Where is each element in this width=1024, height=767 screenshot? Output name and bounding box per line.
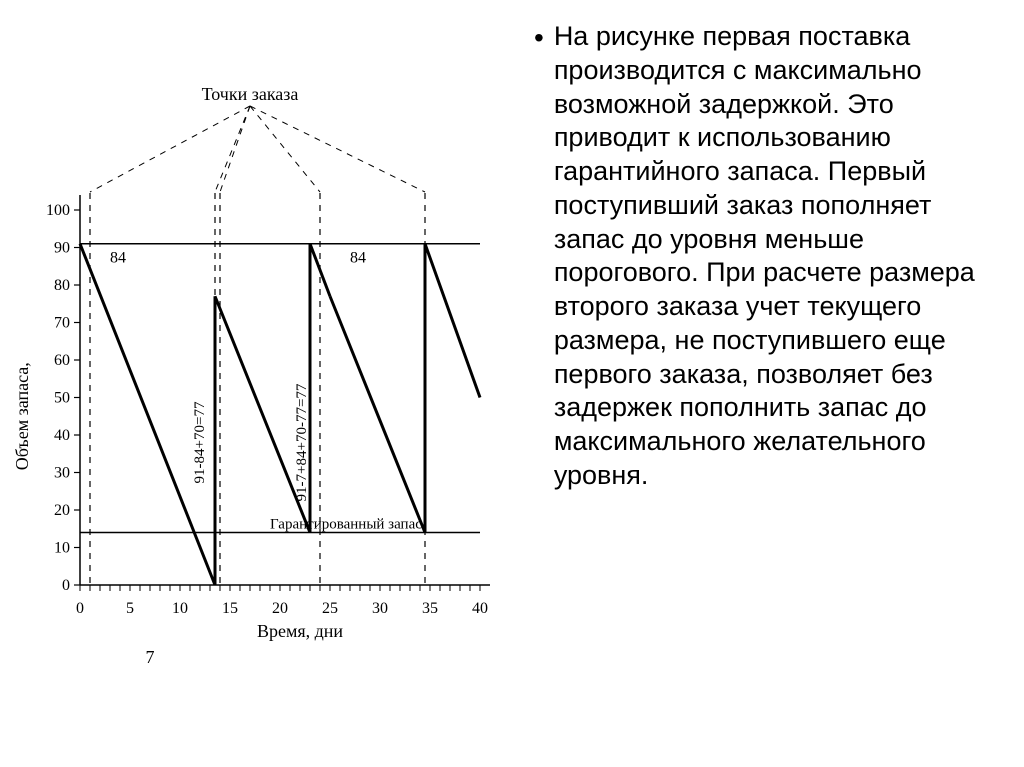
text-panel: • На рисунке первая поставка производитс… bbox=[520, 0, 1024, 767]
svg-text:5: 5 bbox=[126, 600, 134, 617]
svg-text:70: 70 bbox=[54, 315, 70, 332]
svg-text:25: 25 bbox=[322, 600, 338, 617]
svg-text:Гарантированный запас: Гарантированный запас bbox=[270, 517, 422, 533]
bullet-paragraph: • На рисунке первая поставка производитс… bbox=[530, 20, 994, 493]
svg-text:0: 0 bbox=[76, 600, 84, 617]
chart-panel: 0 10 20 30 40 50 60 70 80 90 100 0 5 10 15 20 25 30 35 40 Вр… bbox=[0, 0, 520, 767]
svg-text:60: 60 bbox=[54, 352, 70, 369]
svg-text:84: 84 bbox=[110, 250, 126, 267]
svg-text:40: 40 bbox=[472, 600, 488, 617]
page-root: 0 10 20 30 40 50 60 70 80 90 100 0 5 10 15 20 25 30 35 40 Вр… bbox=[0, 0, 1024, 767]
bullet-dot: • bbox=[530, 20, 554, 55]
svg-text:Объем запаса,: Объем запаса, bbox=[12, 362, 32, 470]
svg-text:91-84+70=77: 91-84+70=77 bbox=[192, 401, 208, 483]
svg-text:30: 30 bbox=[54, 465, 70, 482]
inventory-chart: 0 10 20 30 40 50 60 70 80 90 100 0 5 10 15 20 25 30 35 40 Вр… bbox=[0, 40, 520, 740]
svg-text:0: 0 bbox=[62, 577, 70, 594]
svg-text:50: 50 bbox=[54, 390, 70, 407]
svg-text:10: 10 bbox=[172, 600, 188, 617]
svg-text:10: 10 bbox=[54, 540, 70, 557]
svg-text:35: 35 bbox=[422, 600, 438, 617]
svg-text:100: 100 bbox=[46, 202, 70, 219]
svg-text:Точки заказа: Точки заказа bbox=[202, 84, 299, 104]
svg-text:91-7+84+70-77=77: 91-7+84+70-77=77 bbox=[294, 383, 310, 501]
svg-text:20: 20 bbox=[272, 600, 288, 617]
svg-text:80: 80 bbox=[54, 277, 70, 294]
svg-text:30: 30 bbox=[372, 600, 388, 617]
svg-text:90: 90 bbox=[54, 240, 70, 257]
svg-text:7: 7 bbox=[146, 647, 155, 667]
paragraph-text: На рисунке первая поставка производится … bbox=[554, 20, 994, 493]
svg-text:15: 15 bbox=[222, 600, 238, 617]
svg-text:Время, дни: Время, дни bbox=[257, 621, 343, 641]
svg-text:40: 40 bbox=[54, 427, 70, 444]
svg-text:20: 20 bbox=[54, 502, 70, 519]
svg-text:84: 84 bbox=[350, 250, 366, 267]
